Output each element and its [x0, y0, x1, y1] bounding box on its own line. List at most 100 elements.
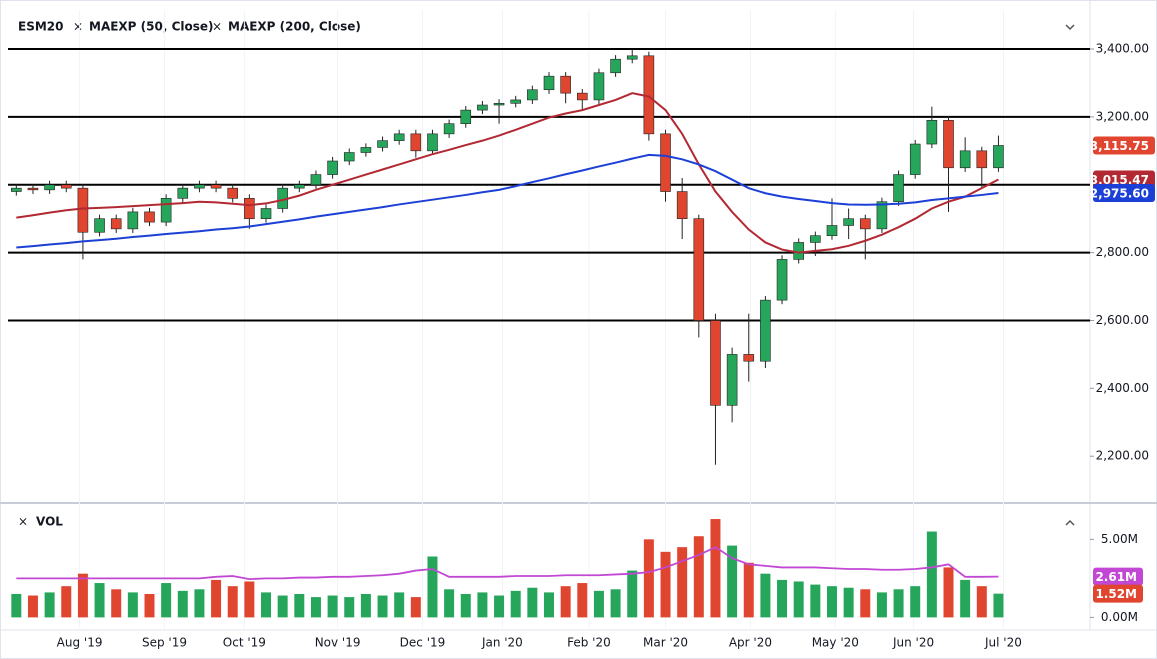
indicator-label[interactable]: MAEXP (200, Close) — [228, 20, 361, 34]
candle-body — [693, 218, 705, 321]
collapse-icon[interactable] — [1065, 24, 1075, 31]
price-tag — [1093, 170, 1155, 189]
candle-body — [44, 184, 55, 191]
volume-bar — [161, 583, 172, 618]
candle-body — [260, 208, 272, 219]
candle-body — [793, 242, 804, 260]
volume-bar — [177, 590, 188, 618]
candle-body — [610, 58, 621, 74]
candle-body — [943, 119, 954, 169]
volume-bar — [44, 592, 55, 618]
price-tag-label: 1.52M — [1095, 587, 1137, 601]
volume-bar — [427, 556, 438, 618]
candle-body — [560, 75, 571, 94]
remove-icon[interactable]: × — [18, 515, 28, 529]
volume-bar — [610, 589, 621, 618]
candle-body — [676, 191, 688, 219]
volume-bar — [693, 536, 704, 618]
price-tag — [1093, 184, 1155, 203]
volume-ma-line — [16, 546, 999, 581]
price-tag — [1093, 136, 1155, 155]
candle-body — [427, 133, 438, 152]
candle-body — [743, 354, 755, 362]
volume-bar — [244, 581, 255, 618]
volume-bar — [560, 586, 571, 618]
candle-body — [443, 123, 455, 135]
candle-body — [210, 184, 222, 189]
price-tag-label: 3,015.47 — [1090, 173, 1149, 187]
volume-bar — [360, 593, 371, 618]
candle-body — [244, 198, 255, 219]
price-tag-label: 3,115.75 — [1090, 139, 1149, 153]
x-tick-label: Jan '20 — [481, 636, 523, 650]
volume-bar — [410, 597, 421, 618]
volume-bar — [593, 590, 604, 618]
x-tick-label: Mar '20 — [643, 636, 688, 650]
volume-bar — [893, 589, 904, 618]
price-tag-label: 2,975.60 — [1090, 187, 1149, 201]
volume-bar — [976, 586, 987, 618]
volume-bar — [577, 583, 588, 618]
candle-body — [393, 133, 405, 141]
candle-body — [127, 211, 139, 230]
indicator-label[interactable]: MAEXP (50, Close) — [89, 20, 214, 34]
volume-bar — [211, 579, 222, 618]
volume-bar — [344, 597, 355, 618]
candle-body — [776, 259, 788, 301]
y-tick-label: 0.00M — [1101, 610, 1138, 624]
volume-bar — [710, 519, 721, 618]
candle-body — [294, 184, 305, 189]
price-tag — [1093, 584, 1143, 603]
candle-body — [710, 320, 721, 406]
candle-body — [959, 150, 971, 169]
volume-bar — [127, 592, 138, 618]
candle-body — [360, 147, 372, 153]
x-tick-label: Feb '20 — [567, 636, 611, 650]
volume-bar — [460, 593, 471, 618]
moving-average-line — [16, 153, 999, 249]
x-tick-label: Dec '19 — [400, 636, 446, 650]
volume-bar — [926, 531, 937, 618]
candle-body — [576, 92, 588, 101]
volume-bar — [743, 562, 754, 618]
candle-body — [343, 152, 355, 162]
x-tick-label: Apr '20 — [729, 636, 772, 650]
volume-bar — [860, 589, 871, 618]
volume-bar — [77, 573, 88, 618]
volume-title[interactable]: VOL — [36, 515, 63, 529]
candle-body — [110, 218, 122, 230]
symbol[interactable]: ESM20 — [18, 20, 63, 34]
candle-body — [177, 187, 189, 199]
volume-bar — [810, 584, 821, 618]
volume-bar — [444, 589, 455, 618]
volume-bar — [643, 539, 654, 618]
volume-bar — [677, 547, 688, 618]
candle-body — [377, 140, 388, 148]
candle-body — [477, 104, 488, 111]
volume-bar — [960, 579, 971, 618]
candle-body — [327, 160, 338, 175]
candle-body — [826, 225, 838, 236]
candle-body — [11, 187, 22, 192]
candle-body — [893, 174, 904, 203]
price-tag — [1093, 567, 1143, 586]
candle-body — [510, 99, 522, 104]
candle-body — [993, 145, 1004, 169]
candle-body — [810, 235, 821, 243]
volume-bar — [627, 570, 638, 618]
volume-bar — [494, 595, 505, 618]
volume-bar — [144, 593, 155, 618]
candle-body — [726, 354, 738, 406]
y-tick-label: 2,800.00 — [1096, 245, 1149, 259]
candle-body — [144, 211, 155, 223]
expand-icon[interactable] — [1065, 519, 1075, 526]
volume-bar — [261, 592, 272, 618]
remove-icon[interactable]: × — [73, 20, 83, 34]
x-tick-label: Oct '19 — [223, 636, 266, 650]
candle-body — [593, 72, 605, 101]
y-tick-label: 5.00M — [1101, 532, 1138, 546]
x-tick-label: Aug '19 — [57, 636, 103, 650]
volume-bar — [310, 597, 321, 618]
candle-body — [660, 133, 671, 192]
remove-icon[interactable]: × — [212, 20, 222, 34]
